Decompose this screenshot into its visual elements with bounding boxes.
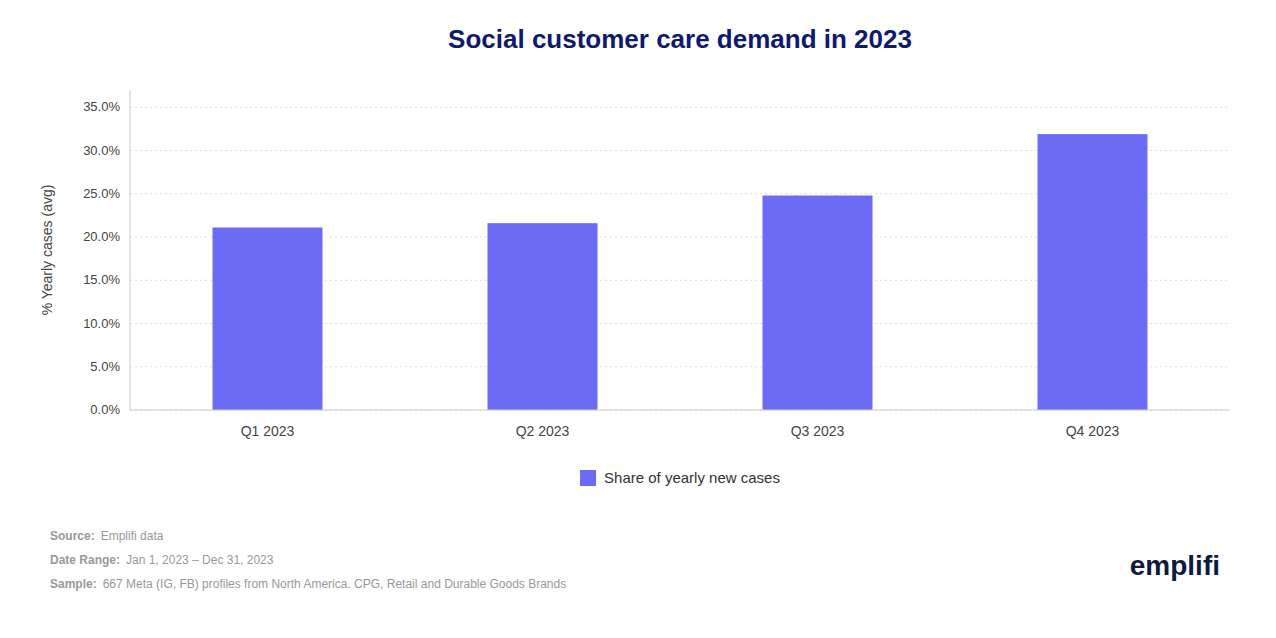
bars: [213, 134, 1148, 410]
footer-label: Date Range:: [50, 553, 120, 567]
footer-text: Emplifi data: [101, 529, 164, 543]
grid-line: [130, 107, 1230, 108]
bar: [488, 223, 598, 410]
legend: Share of yearly new cases: [580, 469, 780, 486]
footer-text: Jan 1, 2023 – Dec 31, 2023: [126, 553, 274, 567]
x-tick-label: Q4 2023: [1066, 423, 1120, 439]
title: Social customer care demand in 2023: [448, 24, 912, 54]
x-axis-line: [130, 410, 1230, 411]
brand-text: emplifi: [1130, 550, 1220, 581]
bar: [1038, 134, 1148, 410]
x-tick-label: Q2 2023: [516, 423, 570, 439]
x-tick-label: Q1 2023: [241, 423, 295, 439]
chart: Social customer care demand in 2023 0.0% 5…: [0, 0, 1276, 638]
footer-label: Source:: [50, 529, 95, 543]
footer-text: 667 Meta (IG, FB) profiles from North Am…: [103, 577, 567, 591]
y-tick-label: 0.0%: [90, 402, 120, 417]
y-tick-label: 20.0%: [83, 229, 120, 244]
grid-line: [130, 410, 1230, 411]
y-tick-label: 10.0%: [83, 316, 120, 331]
y-tick-label: 15.0%: [83, 272, 120, 287]
y-axis-line: [130, 90, 131, 410]
y-tick-label: 5.0%: [90, 359, 120, 374]
x-tick-label: Q3 2023: [791, 423, 845, 439]
y-tick-label: 25.0%: [83, 186, 120, 201]
legend-label: Share of yearly new cases: [604, 469, 780, 486]
bar: [763, 196, 873, 410]
y-tick-label: 30.0%: [83, 143, 120, 158]
legend-swatch: [580, 470, 596, 486]
y-axis-label: % Yearly cases (avg): [39, 185, 55, 316]
y-tick-label: 35.0%: [83, 99, 120, 114]
footer-label: Sample:: [50, 577, 97, 591]
bar: [213, 228, 323, 410]
